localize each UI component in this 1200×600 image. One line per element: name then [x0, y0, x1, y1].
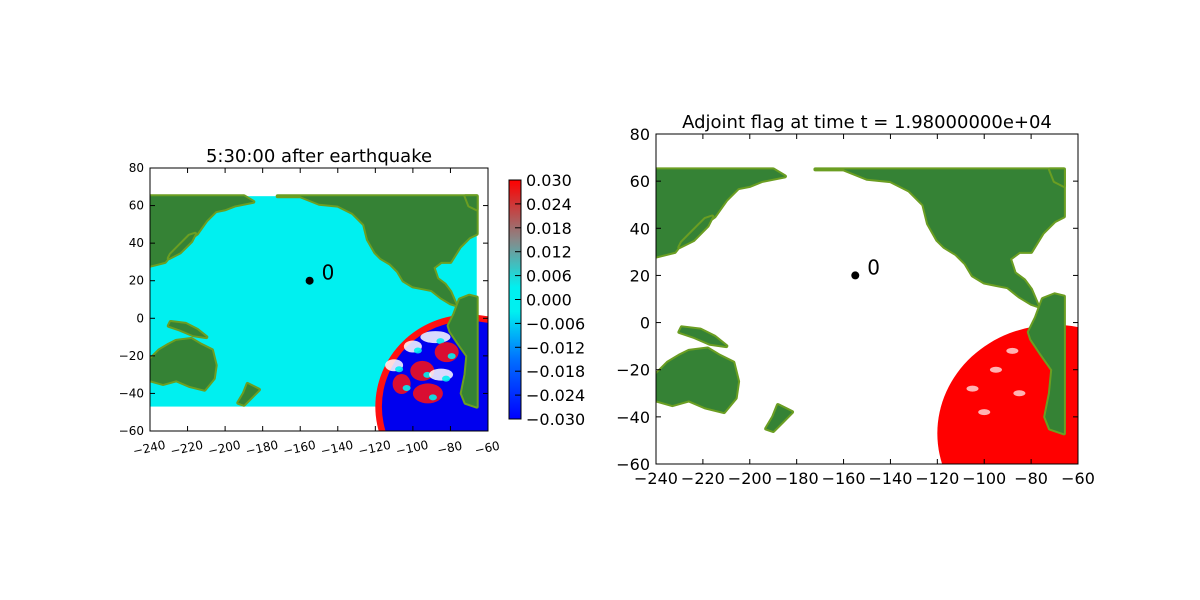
colorbar-tick-label: 0.012	[526, 243, 572, 262]
x-tick-label: −140	[868, 469, 912, 488]
colorbar-tick-label: −0.024	[526, 386, 585, 405]
japan-land	[168, 233, 196, 259]
y-tick-label: 40	[129, 236, 144, 250]
colorbar-tick-label: −0.006	[526, 314, 585, 333]
x-tick-label: −140	[319, 438, 354, 459]
wave-speckle	[392, 374, 411, 395]
greenland-land	[465, 196, 477, 210]
gauge-label: 0	[322, 261, 335, 285]
axes-frame	[149, 167, 489, 432]
plot-area	[656, 167, 1078, 464]
wave-speckle	[395, 366, 404, 373]
south-america-land	[1028, 294, 1064, 434]
x-tick-label: −240	[634, 469, 678, 488]
y-tick-label: −20	[119, 349, 144, 363]
axes-frame	[655, 133, 1079, 465]
y-tick-label: 60	[129, 199, 144, 213]
colorbar-tick-label: 0.024	[526, 195, 572, 214]
x-tick-label: −200	[728, 469, 772, 488]
y-tick-label: 80	[129, 161, 144, 175]
y-tick-label: −60	[616, 455, 650, 474]
x-tick-label: −80	[1014, 469, 1048, 488]
wave-speckle	[410, 360, 435, 381]
y-tick-label: 0	[640, 314, 650, 333]
colorbar-tick-label: 0.018	[526, 219, 572, 238]
australia-land	[656, 348, 739, 413]
x-tick-label: −200	[207, 438, 242, 459]
wave-speckle	[428, 394, 437, 401]
y-tick-label: 80	[630, 125, 650, 144]
axis-ticks: −240 −220 −200 −180 −160 −140 −120 −100 −80 −60−6…	[616, 125, 1095, 488]
new-guinea-land	[679, 327, 727, 347]
y-tick-label: 40	[630, 219, 650, 238]
wave-speckle	[423, 371, 432, 378]
japan-land	[679, 216, 713, 248]
gauge-point	[305, 276, 314, 285]
x-tick-label: −60	[1061, 469, 1095, 488]
flag-speckle	[1013, 390, 1026, 397]
x-tick-label: −180	[244, 438, 279, 459]
x-tick-label: −60	[473, 439, 501, 458]
y-tick-label: 0	[136, 311, 144, 325]
wave-speckle	[442, 375, 451, 382]
colorbar-tick-label: −0.018	[526, 362, 585, 381]
chart-left: 5:30:00 after earthquake −240 −220 −200 −18…	[119, 146, 586, 458]
colorbar-tick-label: 0.000	[526, 291, 572, 310]
north-america-land	[277, 196, 477, 306]
x-tick-label: −220	[681, 469, 725, 488]
plot-area	[150, 194, 488, 431]
wave-speckle	[402, 385, 411, 392]
chart-title: 5:30:00 after earthquake	[206, 146, 432, 167]
colorbar-ticks: 0.030 0.024 0.018 0.012 0.006 0.000 −0.006 −0.0…	[515, 171, 585, 429]
gauge-marker: 0	[305, 261, 335, 285]
y-tick-label: 20	[630, 266, 650, 285]
x-tick-label: −220	[169, 438, 204, 459]
colorbar-tick-label: 0.006	[526, 267, 572, 286]
wave-speckle	[413, 347, 422, 354]
colorbar-tick-label: 0.030	[526, 171, 572, 190]
x-tick-label: −100	[394, 438, 429, 459]
y-tick-label: −40	[119, 386, 144, 400]
x-tick-label: −80	[436, 439, 464, 458]
wave-speckle	[412, 383, 443, 404]
colorbar-tick-label: −0.012	[526, 338, 585, 357]
x-tick-label: −240	[132, 438, 167, 459]
greenland-land	[1049, 169, 1064, 186]
x-tick-label: −160	[282, 438, 317, 459]
gauge-label: 0	[867, 255, 880, 279]
gauge-marker: 0	[851, 255, 880, 280]
x-tick-label: −180	[775, 469, 819, 488]
y-tick-label: 20	[129, 274, 144, 288]
south-america-land	[448, 295, 477, 407]
gauge-point	[851, 271, 860, 280]
new-guinea-land	[168, 322, 207, 338]
australia-land	[150, 339, 216, 390]
chart-title: Adjoint flag at time t = 1.98000000e+04	[682, 112, 1052, 133]
flag-speckle	[1006, 347, 1019, 354]
flag-speckle	[966, 385, 979, 392]
y-tick-label: −40	[616, 408, 650, 427]
x-tick-label: −120	[357, 438, 392, 459]
wave-speckle	[436, 338, 445, 345]
new-zealand-land	[766, 405, 792, 431]
colorbar: 0.030 0.024 0.018 0.012 0.006 0.000 −0.006 −0.0…	[508, 171, 585, 429]
wave-speckle	[447, 353, 456, 360]
flag-speckle	[989, 366, 1002, 373]
chart-right: Adjoint flag at time t = 1.98000000e+04 …	[616, 112, 1095, 488]
y-tick-label: 60	[630, 172, 650, 191]
flag-speckle	[978, 409, 991, 416]
y-tick-label: −60	[119, 424, 144, 438]
new-zealand-land	[238, 384, 259, 405]
north-america-land	[815, 169, 1064, 307]
x-tick-label: −160	[822, 469, 866, 488]
y-tick-label: −20	[616, 361, 650, 380]
axis-ticks: −240 −220 −200 −180 −160 −140 −120 −100 −80 −60−6…	[119, 161, 501, 458]
wave-speckle	[434, 342, 459, 363]
wave-speckle	[420, 331, 451, 344]
x-tick-label: −100	[962, 469, 1006, 488]
colorbar-tick-label: −0.030	[526, 410, 585, 429]
x-tick-label: −120	[915, 469, 959, 488]
